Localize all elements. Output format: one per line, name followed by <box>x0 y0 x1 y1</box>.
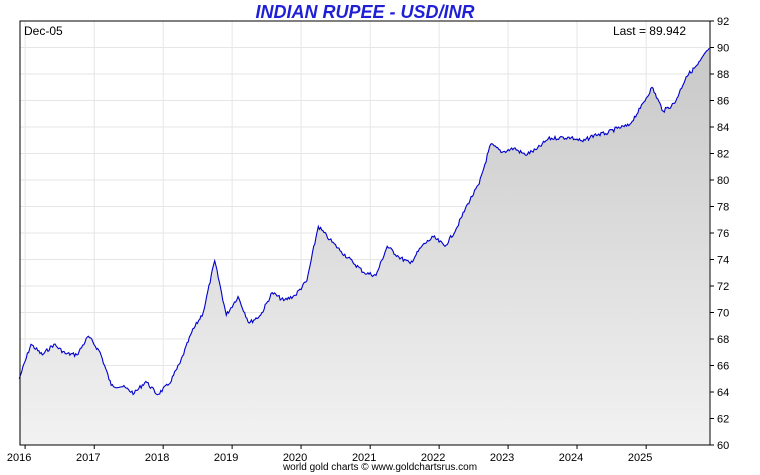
y-tick-label: 78 <box>717 202 729 214</box>
x-axis: 2016 2017 2018 2019 2020 2021 2022 2023 2024 2025 <box>7 445 652 464</box>
y-tick-label: 86 <box>717 96 729 108</box>
y-tick-label: 66 <box>717 361 729 373</box>
x-tick-label: 2018 <box>145 452 169 464</box>
x-tick-label: 2022 <box>421 452 445 464</box>
y-tick-label: 72 <box>717 281 729 293</box>
x-tick-label: 2019 <box>214 452 238 464</box>
y-tick-label: 82 <box>717 149 729 161</box>
y-tick-label: 76 <box>717 228 729 240</box>
x-tick-label: 2021 <box>352 452 376 464</box>
y-tick-label: 60 <box>717 440 729 452</box>
x-tick-label: 2020 <box>283 452 307 464</box>
x-tick-label: 2017 <box>76 452 100 464</box>
x-tick-label: 2023 <box>490 452 514 464</box>
y-tick-label: 70 <box>717 308 729 320</box>
y-tick-label: 84 <box>717 122 729 134</box>
y-tick-label: 62 <box>717 414 729 426</box>
corner-date-label: Dec-05 <box>24 24 63 38</box>
chart-title: INDIAN RUPEE - USD/INR <box>255 2 475 22</box>
x-tick-label: 2024 <box>559 452 583 464</box>
y-tick-label: 90 <box>717 43 729 55</box>
x-tick-label: 2025 <box>628 452 652 464</box>
y-tick-label: 92 <box>717 16 729 28</box>
last-value-label: Last = 89.942 <box>613 24 686 38</box>
y-tick-label: 64 <box>717 387 729 399</box>
series-area <box>19 48 710 446</box>
y-tick-label: 68 <box>717 334 729 346</box>
y-tick-label: 88 <box>717 69 729 81</box>
x-tick-label: 2016 <box>7 452 31 464</box>
y-axis: 60 62 64 66 68 70 72 74 76 78 80 82 84 86 88 90 92 <box>710 16 729 452</box>
y-tick-label: 80 <box>717 175 729 187</box>
y-tick-label: 74 <box>717 255 729 267</box>
series-line <box>18 47 710 396</box>
chart-footer-credit: world gold charts © www.goldchartsrus.co… <box>282 462 478 473</box>
